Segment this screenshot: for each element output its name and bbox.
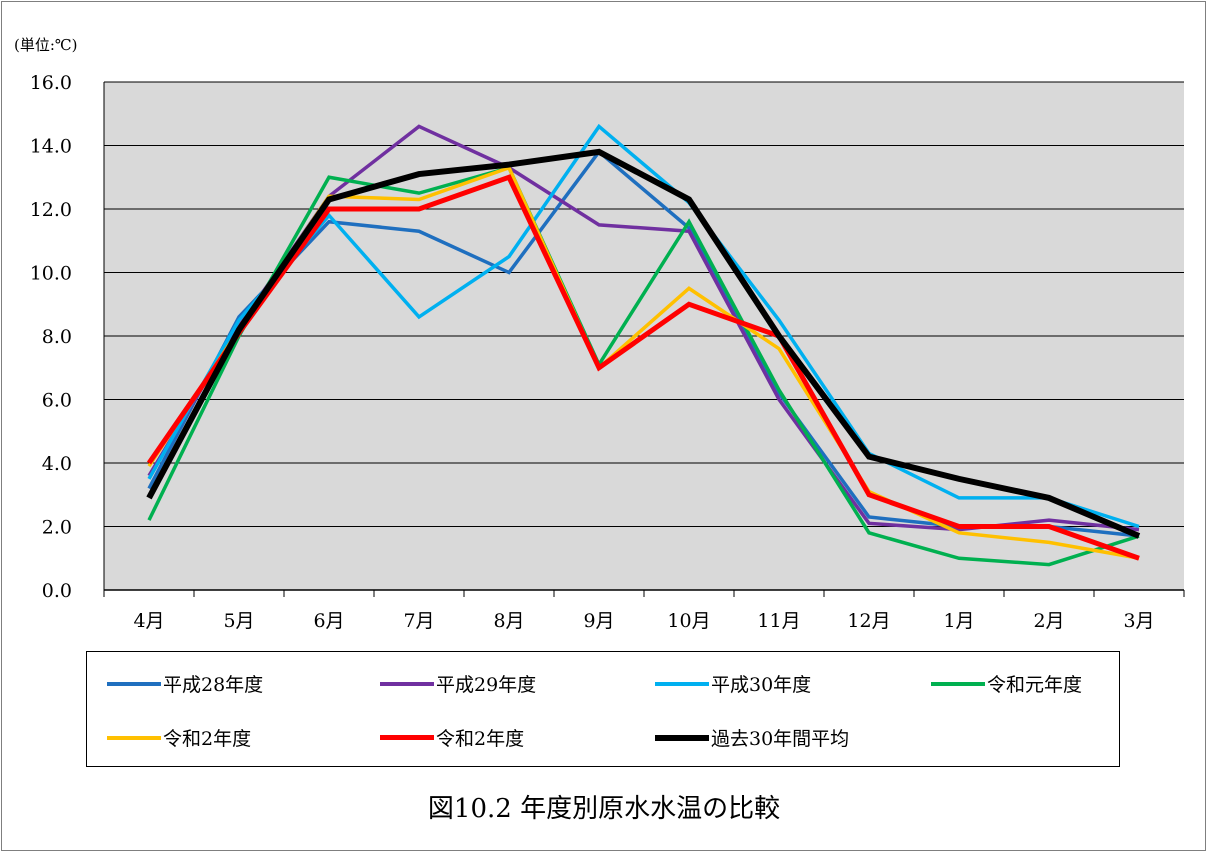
x-tick-label: 5月 <box>223 610 254 632</box>
legend-label: 令和2年度 <box>163 728 252 750</box>
y-tick-label: 8.0 <box>42 326 72 348</box>
legend-item: 平成30年度 <box>655 670 811 697</box>
legend-item: 令和2年度 <box>380 724 524 751</box>
chart-title: 図10.2 年度別原水水温の比較 <box>427 794 781 824</box>
legend-swatch <box>380 735 434 740</box>
legend-label: 平成28年度 <box>163 674 264 696</box>
x-tick-label: 10月 <box>667 610 710 632</box>
legend-item: 令和元年度 <box>931 670 1082 697</box>
series-lines <box>146 123 1141 567</box>
x-tick-label: 11月 <box>757 610 800 632</box>
y-tick-labels: 0.0 2.0 4.0 6.0 8.0 10.0 12.0 14.0 16.0 <box>30 72 72 602</box>
x-tick-label: 7月 <box>403 610 434 632</box>
legend-swatch <box>380 681 434 686</box>
legend-item: 令和2年度 <box>107 724 251 751</box>
unit-label: (単位:℃) <box>14 36 78 54</box>
legend-swatch <box>107 681 161 686</box>
y-tick-label: 14.0 <box>30 136 72 158</box>
legend-label: 過去30年間平均 <box>711 728 850 750</box>
y-tick-label: 6.0 <box>42 390 72 412</box>
legend-swatch <box>655 734 709 741</box>
series-line <box>146 174 1140 561</box>
legend-swatch <box>107 735 161 740</box>
legend-label: 令和元年度 <box>987 674 1083 696</box>
x-tick-label: 6月 <box>313 610 344 632</box>
x-tick-label: 1月 <box>943 610 974 632</box>
y-tick-label: 4.0 <box>42 453 72 475</box>
y-tick-label: 0.0 <box>42 580 72 602</box>
axes <box>103 82 1185 597</box>
x-tick-label: 12月 <box>847 610 890 632</box>
x-tick-label: 2月 <box>1033 610 1064 632</box>
y-tick-label: 2.0 <box>42 517 72 539</box>
x-tick-label: 8月 <box>493 610 524 632</box>
legend-item: 過去30年間平均 <box>655 724 849 751</box>
legend-label: 平成30年度 <box>711 674 812 696</box>
legend-label: 令和2年度 <box>436 728 525 750</box>
legend-swatch <box>931 681 985 686</box>
x-tick-label: 4月 <box>133 610 164 632</box>
legend-item: 平成29年度 <box>380 670 536 697</box>
legend: 平成28年度 平成29年度 平成30年度 令和元年度令和2年度 令和2年度 過去30年間平… <box>86 651 1120 767</box>
x-tick-label: 9月 <box>583 610 614 632</box>
legend-label: 平成29年度 <box>436 674 537 696</box>
series-line <box>146 148 1141 539</box>
legend-item: 平成28年度 <box>107 670 263 697</box>
x-tick-labels: 4月 5月 6月 7月 8月 9月 10月 11月 12月 1月 2月 3月 <box>133 610 1154 632</box>
legend-swatch <box>655 681 709 686</box>
y-tick-label: 12.0 <box>30 199 72 221</box>
y-tick-label: 16.0 <box>30 72 72 94</box>
y-tick-label: 10.0 <box>30 263 72 285</box>
x-tick-label: 3月 <box>1123 610 1154 632</box>
series-line <box>147 165 1140 567</box>
